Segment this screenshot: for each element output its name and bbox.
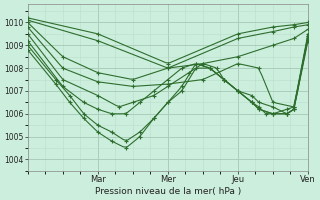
X-axis label: Pression niveau de la mer( hPa ): Pression niveau de la mer( hPa ) bbox=[95, 187, 241, 196]
